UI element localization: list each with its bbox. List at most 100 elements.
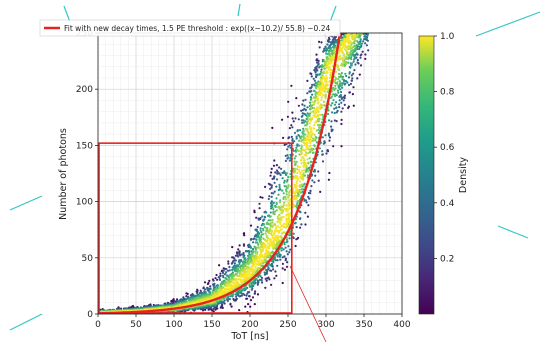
- scatter-point: [231, 246, 233, 248]
- scatter-point: [335, 101, 337, 103]
- scatter-point: [313, 152, 315, 154]
- scatter-point: [294, 157, 296, 159]
- scatter-point: [281, 212, 283, 214]
- scatter-point: [264, 186, 266, 188]
- scatter-point: [287, 186, 289, 188]
- scatter-point: [332, 49, 334, 51]
- scatter-point: [251, 267, 253, 269]
- scatter-point: [341, 58, 343, 60]
- scatter-point: [214, 290, 216, 292]
- scatter-point: [319, 147, 321, 149]
- scatter-point: [334, 112, 336, 114]
- scatter-point: [313, 181, 315, 183]
- scatter-point: [307, 162, 309, 164]
- scatter-point: [224, 280, 226, 282]
- scatter-point: [295, 245, 297, 247]
- scatter-point: [258, 219, 260, 221]
- decor-line: [238, 4, 240, 16]
- scatter-point: [344, 57, 346, 59]
- scatter-point: [266, 280, 268, 282]
- scatter-point: [259, 279, 261, 281]
- scatter-point: [332, 99, 334, 101]
- scatter-point: [285, 204, 287, 206]
- scatter-point: [267, 277, 269, 279]
- scatter-point: [313, 138, 315, 140]
- scatter-point: [345, 75, 347, 77]
- scatter-point: [269, 188, 271, 190]
- scatter-point: [295, 155, 297, 157]
- scatter-point: [298, 140, 300, 142]
- scatter-point: [330, 47, 332, 49]
- scatter-point: [218, 276, 220, 278]
- scatter-point: [252, 251, 254, 253]
- scatter-point: [350, 83, 352, 85]
- scatter-point: [326, 48, 328, 50]
- scatter-point: [279, 186, 281, 188]
- scatter-point: [260, 242, 262, 244]
- scatter-point: [275, 275, 277, 277]
- scatter-point: [270, 284, 272, 286]
- scatter-point: [296, 136, 298, 138]
- scatter-point: [349, 31, 351, 33]
- scatter-point: [245, 275, 247, 277]
- scatter-point: [260, 229, 262, 231]
- scatter-point: [297, 237, 299, 239]
- scatter-point: [314, 175, 316, 177]
- decor-line: [498, 226, 528, 238]
- scatter-point: [299, 186, 301, 188]
- scatter-point: [310, 185, 312, 187]
- scatter-point: [287, 146, 289, 148]
- scatter-point: [348, 31, 350, 33]
- scatter-point: [255, 239, 257, 241]
- scatter-point: [287, 195, 289, 197]
- scatter-point: [287, 253, 289, 255]
- scatter-point: [255, 249, 257, 251]
- scatter-point: [319, 46, 321, 48]
- scatter-point: [280, 235, 282, 237]
- scatter-point: [295, 187, 297, 189]
- scatter-point: [307, 120, 309, 122]
- scatter-point: [340, 41, 342, 43]
- scatter-point: [338, 87, 340, 89]
- scatter-point: [285, 247, 287, 249]
- scatter-point: [239, 244, 241, 246]
- scatter-point: [306, 131, 308, 133]
- scatter-point: [307, 196, 309, 198]
- scatter-point: [352, 73, 354, 75]
- scatter-point: [355, 47, 357, 49]
- scatter-point: [303, 157, 305, 159]
- scatter-point: [311, 75, 313, 77]
- scatter-point: [352, 38, 354, 40]
- scatter-point: [328, 50, 330, 52]
- scatter-point: [245, 294, 247, 296]
- scatter-point: [324, 80, 326, 82]
- scatter-point: [303, 164, 305, 166]
- scatter-point: [293, 140, 295, 142]
- scatter-point: [289, 249, 291, 251]
- scatter-point: [279, 223, 281, 225]
- scatter-point: [278, 184, 280, 186]
- scatter-point: [260, 251, 262, 253]
- scatter-point: [330, 126, 332, 128]
- scatter-point: [351, 77, 353, 79]
- scatter-point: [313, 124, 315, 126]
- scatter-point: [365, 31, 367, 33]
- scatter-point: [326, 150, 328, 152]
- scatter-point: [265, 278, 267, 280]
- scatter-point: [223, 270, 225, 272]
- scatter-point: [279, 259, 281, 261]
- scatter-point: [297, 129, 299, 131]
- scatter-point: [315, 76, 317, 78]
- scatter-point: [296, 182, 298, 184]
- scatter-point: [335, 107, 337, 109]
- scatter-point: [331, 102, 333, 104]
- scatter-point: [328, 140, 330, 142]
- scatter-point: [273, 213, 275, 215]
- scatter-point: [317, 170, 319, 172]
- scatter-point: [232, 285, 234, 287]
- scatter-point: [360, 38, 362, 40]
- scatter-point: [304, 183, 306, 185]
- scatter-point: [273, 224, 275, 226]
- scatter-point: [250, 225, 252, 227]
- scatter-point: [310, 111, 312, 113]
